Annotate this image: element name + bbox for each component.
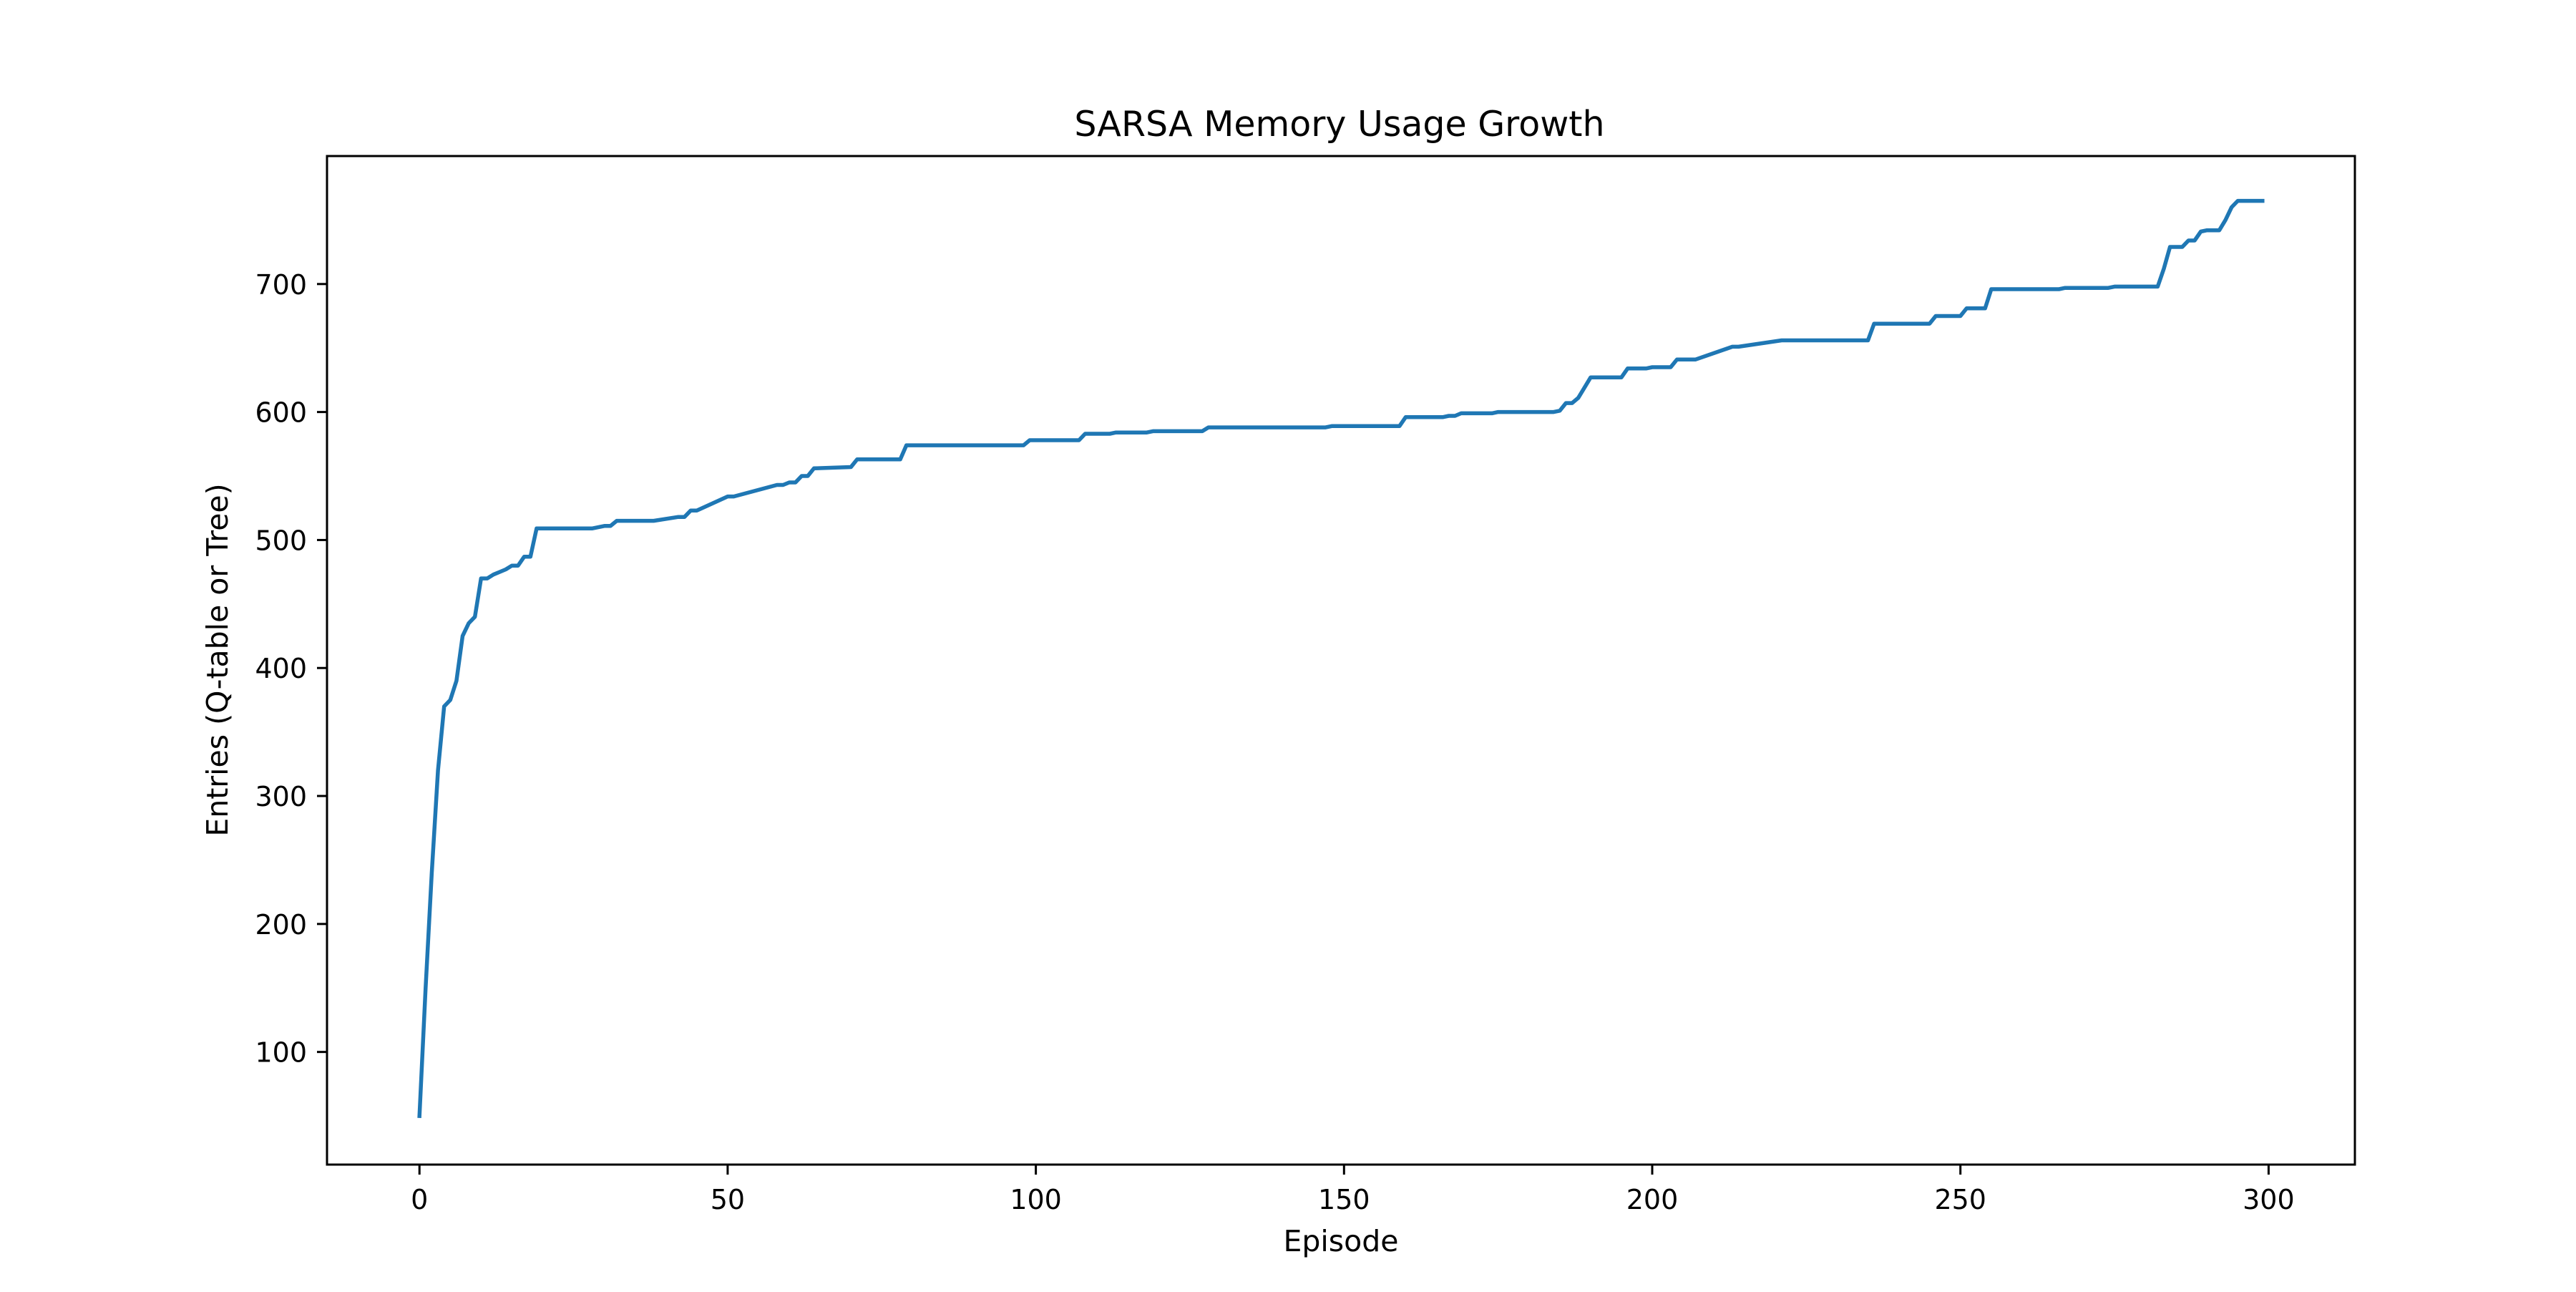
- x-tick-label: 50: [711, 1184, 745, 1215]
- x-tick-label: 200: [1626, 1184, 1679, 1215]
- y-tick-label: 100: [255, 1037, 307, 1069]
- y-tick-label: 500: [255, 525, 307, 556]
- chart-title: SARSA Memory Usage Growth: [1074, 104, 1604, 145]
- y-tick-label: 700: [255, 269, 307, 301]
- y-tick-label: 200: [255, 909, 307, 941]
- x-tick-label: 150: [1318, 1184, 1370, 1215]
- x-tick-label: 300: [2243, 1184, 2295, 1215]
- x-tick-label: 250: [1934, 1184, 1986, 1215]
- y-tick-label: 400: [255, 653, 307, 684]
- plot-frame: [326, 155, 2356, 1166]
- y-tick-label: 300: [255, 781, 307, 812]
- y-axis-label: Entries (Q-table or Tree): [200, 483, 235, 836]
- x-axis-label: Episode: [1283, 1224, 1398, 1258]
- x-tick-label: 100: [1010, 1184, 1062, 1215]
- x-axis: 0 50 100 150 200 250 300: [411, 1165, 2295, 1215]
- x-tick-label: 0: [411, 1184, 428, 1215]
- series-line: [417, 198, 2265, 1118]
- y-tick-label: 600: [255, 397, 307, 429]
- y-axis: 100 200 300 400 500 600 700: [255, 269, 327, 1069]
- plot-series: [417, 198, 2265, 1118]
